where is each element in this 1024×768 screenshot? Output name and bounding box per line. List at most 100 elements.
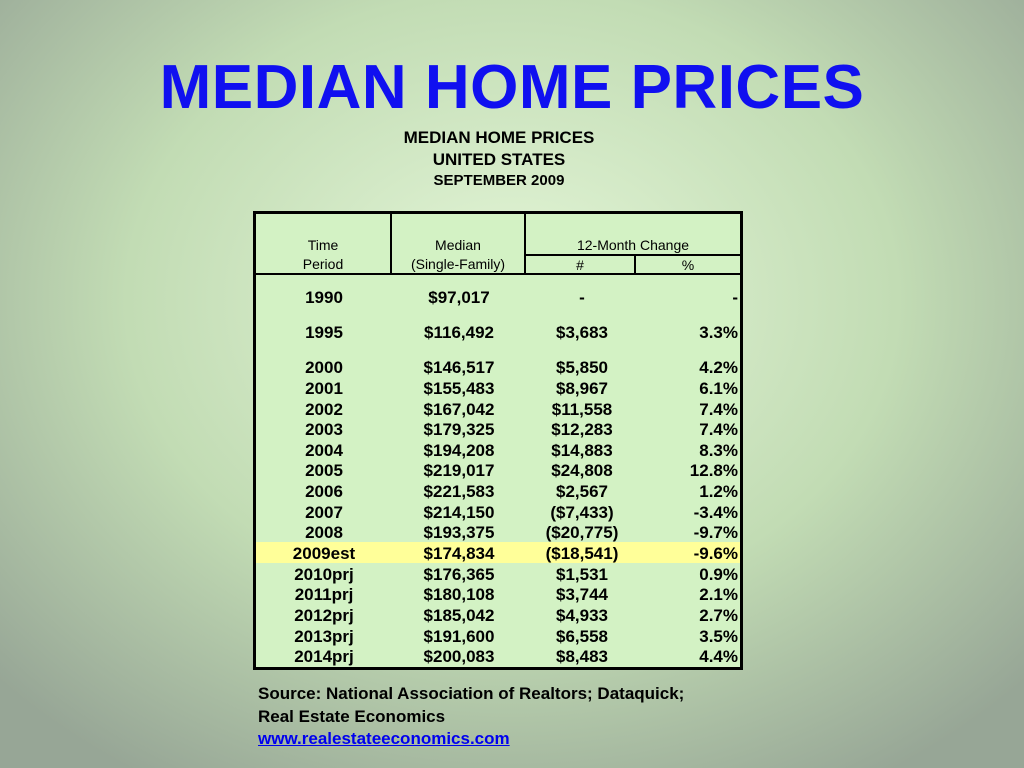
cell-change-num: $1,531 — [556, 565, 608, 584]
cell-change-pct: 8.3% — [699, 441, 738, 460]
cell-change-num: $4,933 — [556, 606, 608, 625]
header-median: Median (Single-Family) — [392, 236, 524, 274]
cell-median: $194,208 — [423, 441, 495, 460]
header-median-line2: (Single-Family) — [410, 256, 506, 272]
table-row: 2002 $167,042 $11,558 7.4% — [256, 400, 740, 420]
cell-change-pct: -9.6% — [693, 544, 738, 563]
cell-median: $191,600 — [423, 627, 495, 646]
cell-median: $174,834 — [423, 544, 495, 563]
cell-period: 1995 — [305, 323, 343, 342]
cell-change-pct: 4.4% — [699, 647, 738, 666]
header-change-group: 12-Month Change — [576, 237, 690, 253]
cell-change-pct: 1.2% — [699, 482, 738, 501]
cell-period: 2003 — [305, 420, 343, 439]
cell-period: 1990 — [305, 288, 343, 307]
cell-change-num: ($7,433) — [550, 503, 614, 522]
table-region: UNITED STATES — [432, 150, 566, 169]
cell-change-pct: 3.3% — [699, 323, 738, 342]
cell-period: 2010prj — [294, 565, 354, 584]
cell-period: 2002 — [305, 400, 343, 419]
slide-title: MEDIAN HOME PRICES — [159, 53, 865, 122]
cell-change-pct: 7.4% — [699, 400, 738, 419]
cell-change-num: $8,483 — [556, 647, 608, 666]
table-row: 2009est $174,834 ($18,541) -9.6% — [256, 544, 740, 564]
cell-median: $179,325 — [423, 420, 495, 439]
cell-period: 2007 — [305, 503, 343, 522]
source-line2: Real Estate Economics — [258, 707, 446, 726]
source-link[interactable]: www.realestateeconomics.com — [258, 729, 510, 748]
header-time: Time Period — [256, 236, 390, 274]
table-title: MEDIAN HOME PRICES — [403, 128, 595, 147]
table-row: 1995 $116,492 $3,683 3.3% — [256, 323, 740, 343]
table-row: 2010prj $176,365 $1,531 0.9% — [256, 565, 740, 585]
header-time-line1: Time — [307, 237, 339, 253]
cell-change-num: $11,558 — [551, 400, 613, 419]
cell-median: $116,492 — [424, 323, 494, 342]
cell-change-pct: 6.1% — [699, 379, 738, 398]
cell-period: 2013prj — [294, 627, 354, 646]
header-change-pct: % — [681, 257, 695, 273]
cell-median: $200,083 — [423, 647, 495, 666]
cell-median: $185,042 — [423, 606, 495, 625]
cell-period: 2000 — [305, 358, 343, 377]
header-time-line2: Period — [302, 256, 344, 272]
cell-change-num: $24,808 — [551, 461, 613, 480]
table-row: 2005 $219,017 $24,808 12.8% — [256, 461, 740, 481]
header-divider — [390, 214, 392, 273]
cell-change-pct: 2.1% — [699, 585, 738, 604]
cell-median: $180,108 — [423, 585, 495, 604]
cell-median: $176,365 — [423, 565, 495, 584]
cell-change-num: - — [579, 288, 585, 307]
cell-median: $155,483 — [423, 379, 495, 398]
table-row: 2011prj $180,108 $3,744 2.1% — [256, 585, 740, 605]
source-line1: Source: National Association of Realtors… — [258, 684, 685, 703]
cell-change-pct: -9.7% — [693, 523, 738, 542]
cell-change-pct: 4.2% — [699, 358, 738, 377]
cell-change-num: $12,283 — [551, 420, 613, 439]
cell-period: 2005 — [305, 461, 343, 480]
table-row: 2007 $214,150 ($7,433) -3.4% — [256, 503, 740, 523]
table-row: 2006 $221,583 $2,567 1.2% — [256, 482, 740, 502]
cell-period: 2008 — [305, 523, 343, 542]
table-row: 1990 $97,017 - - — [256, 288, 740, 308]
cell-change-pct: 0.9% — [699, 565, 738, 584]
cell-period: 2011prj — [294, 585, 354, 604]
cell-change-pct: - — [732, 288, 738, 307]
cell-period: 2014prj — [294, 647, 354, 666]
table-row: 2001 $155,483 $8,967 6.1% — [256, 379, 740, 399]
table-row: 2000 $146,517 $5,850 4.2% — [256, 358, 740, 378]
header-divider — [524, 254, 740, 256]
table-row: 2012prj $185,042 $4,933 2.7% — [256, 606, 740, 626]
cell-median: $146,517 — [423, 358, 495, 377]
cell-median: $97,017 — [428, 288, 490, 307]
highlight-row — [256, 542, 740, 563]
cell-median: $221,583 — [423, 482, 495, 501]
cell-period: 2009est — [292, 544, 356, 563]
cell-median: $193,375 — [423, 523, 495, 542]
cell-period: 2001 — [305, 379, 343, 398]
header-change-num: # — [576, 257, 584, 273]
header-divider — [524, 214, 526, 273]
cell-change-num: $5,850 — [556, 358, 608, 377]
cell-change-pct: 3.5% — [699, 627, 738, 646]
cell-change-num: $3,744 — [556, 585, 608, 604]
table-row: 2003 $179,325 $12,283 7.4% — [256, 420, 740, 440]
cell-change-num: $8,967 — [556, 379, 608, 398]
header-divider — [634, 254, 636, 273]
table-row: 2008 $193,375 ($20,775) -9.7% — [256, 523, 740, 543]
median-price-table: Time Period Median (Single-Family) 12-Mo… — [253, 211, 743, 670]
header-median-line1: Median — [435, 237, 481, 253]
cell-median: $214,150 — [423, 503, 495, 522]
cell-change-num: $14,883 — [551, 441, 613, 460]
cell-change-pct: 7.4% — [699, 420, 738, 439]
cell-change-num: ($18,541) — [545, 544, 619, 563]
cell-period: 2004 — [305, 441, 343, 460]
cell-change-num: ($20,775) — [545, 523, 619, 542]
cell-change-num: $2,567 — [556, 482, 608, 501]
cell-median: $167,042 — [423, 400, 495, 419]
cell-median: $219,017 — [423, 461, 495, 480]
cell-change-pct: 2.7% — [699, 606, 738, 625]
cell-change-pct: 12.8% — [689, 461, 738, 480]
header-bottom-rule — [256, 273, 740, 275]
cell-change-num: $3,683 — [556, 323, 608, 342]
